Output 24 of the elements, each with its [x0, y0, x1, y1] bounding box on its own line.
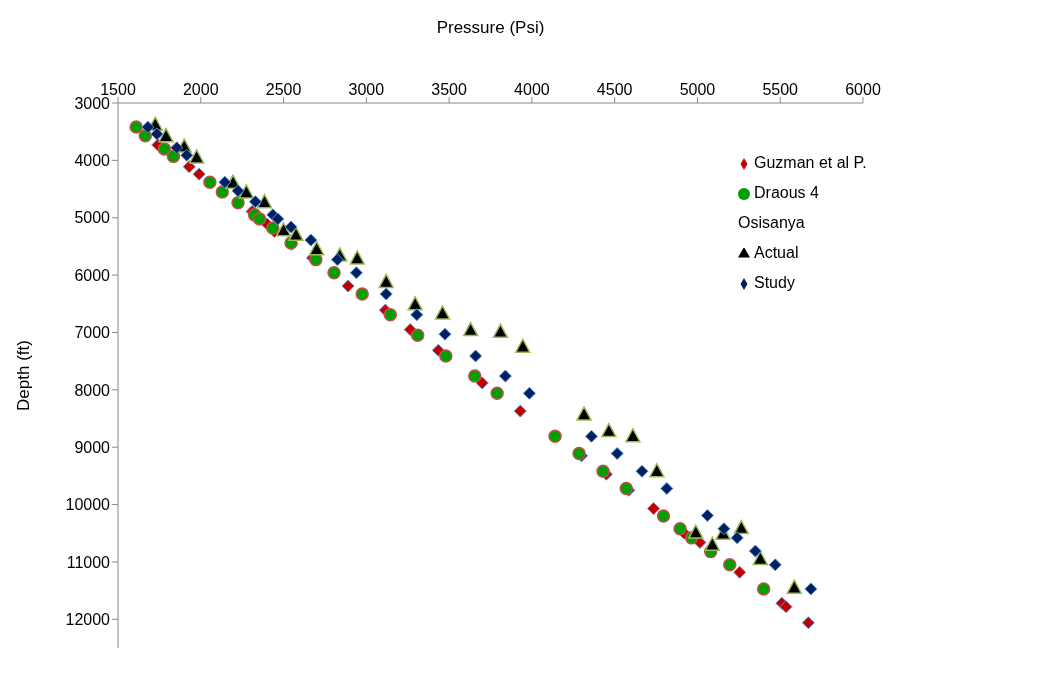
x-tick-label: 4000 — [514, 81, 550, 98]
y-tick-label: 6000 — [74, 266, 111, 284]
y-tick-label: 5000 — [74, 209, 111, 227]
y-tick-label: 10000 — [65, 496, 111, 514]
x-tick-label: 5000 — [679, 81, 716, 98]
x-tick-label: 3500 — [431, 81, 468, 98]
y-tick-label: 4000 — [74, 152, 111, 170]
legend-label: Guzman et al P. — [754, 154, 867, 171]
y-tick-label: 11000 — [66, 553, 111, 571]
x-tick-label: 4500 — [596, 81, 633, 98]
legend-label: Actual — [754, 244, 799, 261]
x-tick-label: 6000 — [845, 81, 881, 98]
y-tick-label: 7000 — [74, 324, 111, 342]
y-tick-label: 9000 — [74, 438, 111, 456]
x-axis-title: Pressure (Psi) — [436, 18, 545, 37]
x-tick-label: 2500 — [265, 81, 302, 98]
legend-label: Draous 4 Osisanya — [738, 184, 819, 231]
x-tick-label: 3000 — [348, 81, 385, 98]
legend-label: Study — [754, 274, 795, 291]
y-tick-label: 12000 — [65, 611, 111, 628]
x-tick-label: 5500 — [762, 81, 799, 98]
x-tick-label: 2000 — [182, 81, 219, 98]
y-axis-title: Depth (ft) — [14, 340, 34, 411]
y-tick-label: 8000 — [74, 381, 111, 399]
